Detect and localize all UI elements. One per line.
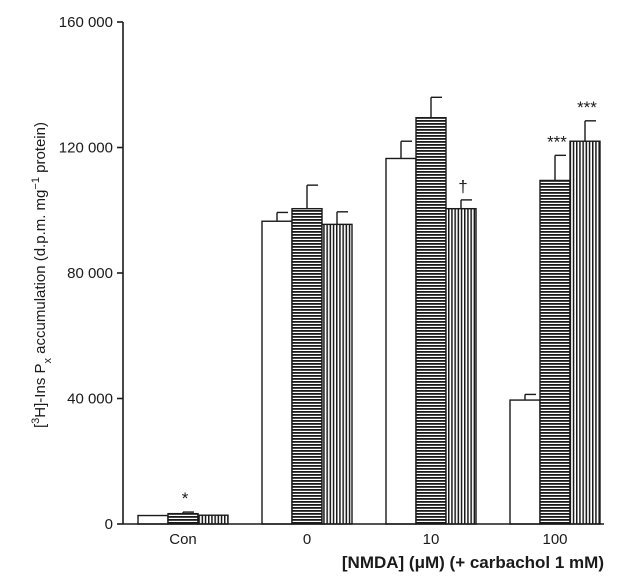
y-tick-label: 80 000 — [67, 265, 113, 282]
bar — [385, 157, 417, 525]
y-axis: 0 40 000 80 000 120 000 160 000 — [59, 14, 124, 533]
bar — [261, 220, 293, 525]
y-axis-label: [3H]-Ins Px accumulation (d.p.m. mg−1 pr… — [30, 122, 54, 428]
bar — [137, 514, 169, 525]
bar — [167, 512, 199, 525]
bar — [415, 116, 447, 525]
bar — [569, 140, 601, 525]
bar — [509, 399, 541, 525]
significance-marker: *** — [577, 98, 597, 117]
bars: * † *** *** — [137, 96, 601, 525]
y-tick-label: 160 000 — [59, 14, 113, 31]
x-tick-label: Con — [169, 531, 197, 548]
significance-marker: *** — [547, 132, 567, 151]
significance-marker: † — [458, 177, 467, 196]
bar — [321, 223, 353, 525]
x-axis: Con 0 10 100 — [123, 523, 604, 548]
x-tick-label: 100 — [542, 531, 567, 548]
x-tick-label: 0 — [303, 531, 311, 548]
significance-marker: * — [182, 489, 189, 508]
bar — [291, 207, 323, 525]
x-tick-label: 10 — [423, 531, 440, 548]
bar — [445, 207, 477, 525]
bar — [197, 514, 229, 525]
y-tick-label: 120 000 — [59, 140, 113, 157]
y-tick-label: 40 000 — [67, 391, 113, 408]
bar — [539, 179, 571, 525]
x-axis-label: [NMDA] (μM) (+ carbachol 1 mM) — [342, 553, 604, 572]
y-tick-label: 0 — [105, 516, 113, 533]
